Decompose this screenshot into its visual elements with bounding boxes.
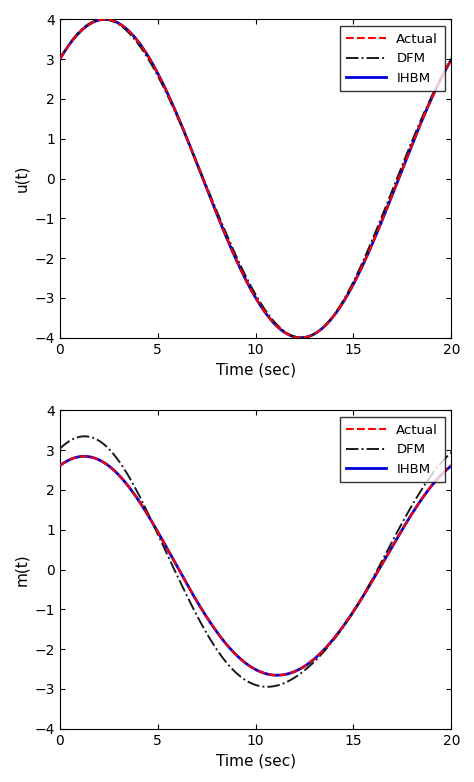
DFM <box>365 581 371 590</box>
IHBM <box>298 333 303 343</box>
DFM <box>438 459 443 468</box>
DFM <box>237 260 243 269</box>
IHBM <box>247 284 253 293</box>
DFM <box>365 244 371 253</box>
Line: Actual: Actual <box>60 457 451 675</box>
Actual <box>102 15 108 24</box>
IHBM <box>57 461 63 470</box>
IHBM <box>365 583 371 592</box>
Actual <box>448 461 454 471</box>
Actual <box>77 452 82 461</box>
IHBM <box>237 264 243 273</box>
IHBM <box>77 452 82 461</box>
DFM <box>448 448 454 457</box>
DFM <box>438 74 443 84</box>
Actual <box>438 75 443 84</box>
Actual <box>298 333 303 343</box>
Actual <box>247 284 253 293</box>
Line: DFM: DFM <box>60 436 451 687</box>
Y-axis label: m(t): m(t) <box>14 553 29 586</box>
IHBM <box>448 55 454 64</box>
DFM <box>247 678 253 687</box>
IHBM <box>438 75 443 84</box>
IHBM <box>438 472 443 481</box>
DFM <box>438 459 443 468</box>
DFM <box>100 15 106 24</box>
Actual <box>237 654 243 663</box>
Line: IHBM: IHBM <box>60 20 451 338</box>
Y-axis label: u(t): u(t) <box>14 165 29 192</box>
DFM <box>299 333 304 343</box>
DFM <box>247 281 253 290</box>
Actual <box>365 583 371 592</box>
IHBM <box>57 55 63 64</box>
DFM <box>264 682 270 691</box>
Actual <box>237 264 243 273</box>
Actual <box>365 248 371 257</box>
DFM <box>77 432 82 442</box>
IHBM <box>438 471 443 480</box>
IHBM <box>77 27 82 37</box>
Line: Actual: Actual <box>60 20 451 338</box>
IHBM <box>448 461 454 471</box>
Line: DFM: DFM <box>60 20 451 338</box>
IHBM <box>82 452 87 461</box>
Line: IHBM: IHBM <box>60 457 451 675</box>
Actual <box>438 472 443 481</box>
Legend: Actual, DFM, IHBM: Actual, DFM, IHBM <box>339 417 445 482</box>
Actual <box>438 76 443 85</box>
Actual <box>448 55 454 64</box>
IHBM <box>102 15 108 24</box>
Actual <box>438 471 443 480</box>
Actual <box>77 27 82 37</box>
IHBM <box>247 662 253 671</box>
IHBM <box>438 76 443 85</box>
DFM <box>438 74 443 84</box>
Actual <box>247 662 253 671</box>
IHBM <box>237 654 243 663</box>
Legend: Actual, DFM, IHBM: Actual, DFM, IHBM <box>339 26 445 91</box>
DFM <box>57 444 63 454</box>
Actual <box>274 670 280 680</box>
Actual <box>57 461 63 470</box>
DFM <box>237 672 243 681</box>
DFM <box>82 432 88 441</box>
X-axis label: Time (sec): Time (sec) <box>216 362 296 377</box>
X-axis label: Time (sec): Time (sec) <box>216 753 296 768</box>
DFM <box>57 55 63 64</box>
IHBM <box>365 248 371 257</box>
DFM <box>77 27 82 36</box>
DFM <box>448 55 454 64</box>
Actual <box>82 452 87 461</box>
Actual <box>57 55 63 64</box>
IHBM <box>274 670 280 680</box>
